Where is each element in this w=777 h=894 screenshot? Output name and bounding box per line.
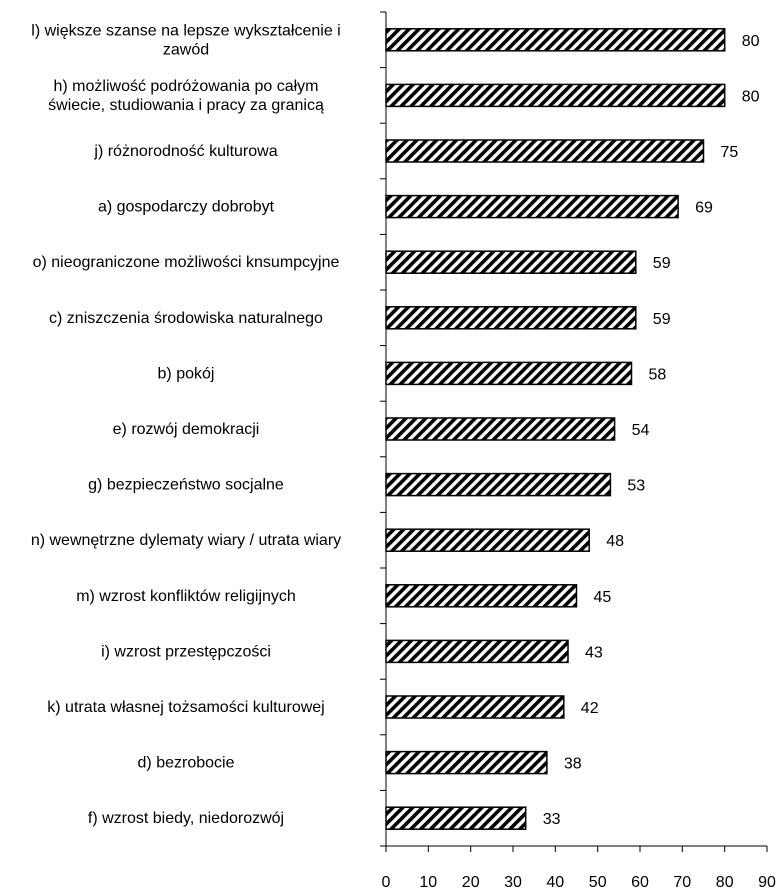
category-label-line: a) gospodarczy dobrobyt [98, 199, 275, 216]
category-label-line: b) pokój [158, 365, 215, 382]
x-tick-label: 70 [673, 874, 691, 891]
category-label: g) bezpieczeństwo socjalne [88, 477, 284, 494]
value-label: 33 [543, 811, 561, 828]
value-label: 54 [632, 422, 650, 439]
category-label-line: zawód [163, 41, 209, 58]
category-label: a) gospodarczy dobrobyt [98, 199, 275, 216]
value-label: 48 [606, 533, 624, 550]
bar [385, 750, 548, 775]
category-label: c) zniszczenia środowiska naturalnego [49, 310, 323, 327]
bar [385, 139, 705, 163]
x-tick-label: 30 [504, 874, 522, 891]
category-label: h) możliwość podróżowania po całym świeci… [48, 78, 324, 114]
bar [385, 361, 633, 386]
category-label-line: l) większe szanse na lepsze wykształceni… [31, 22, 340, 39]
category-label: d) bezrobocie [138, 755, 235, 772]
value-label: 58 [649, 366, 667, 383]
value-label: 45 [594, 589, 612, 606]
category-label-line: świecie, studiowania i pracy za granicą [48, 97, 324, 114]
category-label: f) wzrost biedy, niedorozwój [88, 810, 284, 827]
x-tick-label: 50 [589, 874, 607, 891]
category-label: m) wzrost konfliktów religijnych [76, 588, 296, 605]
category-label: n) wewnętrzne dylematy wiary / utrata wi… [31, 532, 341, 549]
bar [385, 528, 590, 552]
category-label-line: o) nieograniczone możliwości knsumpcyjne [33, 254, 340, 271]
category-label-line: g) bezpieczeństwo socjalne [88, 477, 284, 494]
category-label-line: h) możliwość podróżowania po całym [54, 78, 319, 95]
value-label: 80 [742, 33, 760, 50]
bar [385, 695, 565, 719]
category-label-line: e) rozwój demokracji [113, 421, 260, 438]
bar [385, 250, 637, 274]
bar [385, 472, 612, 497]
category-labels: l) większe szanse na lepsze wykształceni… [31, 22, 341, 827]
category-label-line: i) wzrost przestępczości [101, 643, 271, 660]
bar [385, 28, 726, 52]
value-label: 69 [695, 200, 713, 217]
value-label: 80 [742, 88, 760, 105]
category-label: b) pokój [158, 365, 215, 382]
category-label-line: m) wzrost konfliktów religijnych [76, 588, 296, 605]
category-label: k) utrata własnej tożsamości kulturowej [47, 699, 324, 716]
category-label-line: c) zniszczenia środowiska naturalnego [49, 310, 323, 327]
x-axis: 0 10 20 30 40 50 60 70 80 90 [380, 11, 776, 891]
value-label: 42 [581, 700, 599, 717]
bar [385, 194, 679, 219]
value-label: 59 [653, 311, 671, 328]
category-label: e) rozwój demokracji [113, 421, 260, 438]
category-label: i) wzrost przestępczości [101, 643, 271, 660]
bar [385, 417, 616, 441]
value-label: 38 [564, 756, 582, 773]
value-label: 43 [585, 644, 603, 661]
value-label: 59 [653, 255, 671, 272]
category-label-line: k) utrata własnej tożsamości kulturowej [47, 699, 324, 716]
value-labels: 80 80 75 69 59 59 58 54 53 48 45 43 42 38 33 [543, 33, 760, 828]
bars-layer [385, 28, 726, 830]
bar [385, 83, 726, 108]
category-label-line: f) wzrost biedy, niedorozwój [88, 810, 284, 827]
value-label: 75 [721, 144, 739, 161]
bar [385, 306, 637, 330]
category-label-line: n) wewnętrzne dylematy wiary / utrata wi… [31, 532, 341, 549]
category-label-line: j) różnorodność kulturowa [93, 143, 277, 160]
category-label: o) nieograniczone możliwości knsumpcyjne [33, 254, 340, 271]
x-tick-label: 90 [758, 874, 776, 891]
x-tick-label: 10 [419, 874, 437, 891]
category-label: j) różnorodność kulturowa [93, 143, 277, 160]
value-label: 53 [627, 478, 645, 495]
bar [385, 806, 527, 830]
bar [385, 639, 569, 664]
x-tick-label: 0 [382, 874, 391, 891]
x-tick-label: 40 [546, 874, 564, 891]
x-tick-label: 60 [631, 874, 649, 891]
bar [385, 584, 578, 608]
category-label: l) większe szanse na lepsze wykształceni… [31, 22, 340, 58]
x-tick-label: 20 [462, 874, 480, 891]
category-label-line: d) bezrobocie [138, 755, 235, 772]
x-tick-label: 80 [716, 874, 734, 891]
